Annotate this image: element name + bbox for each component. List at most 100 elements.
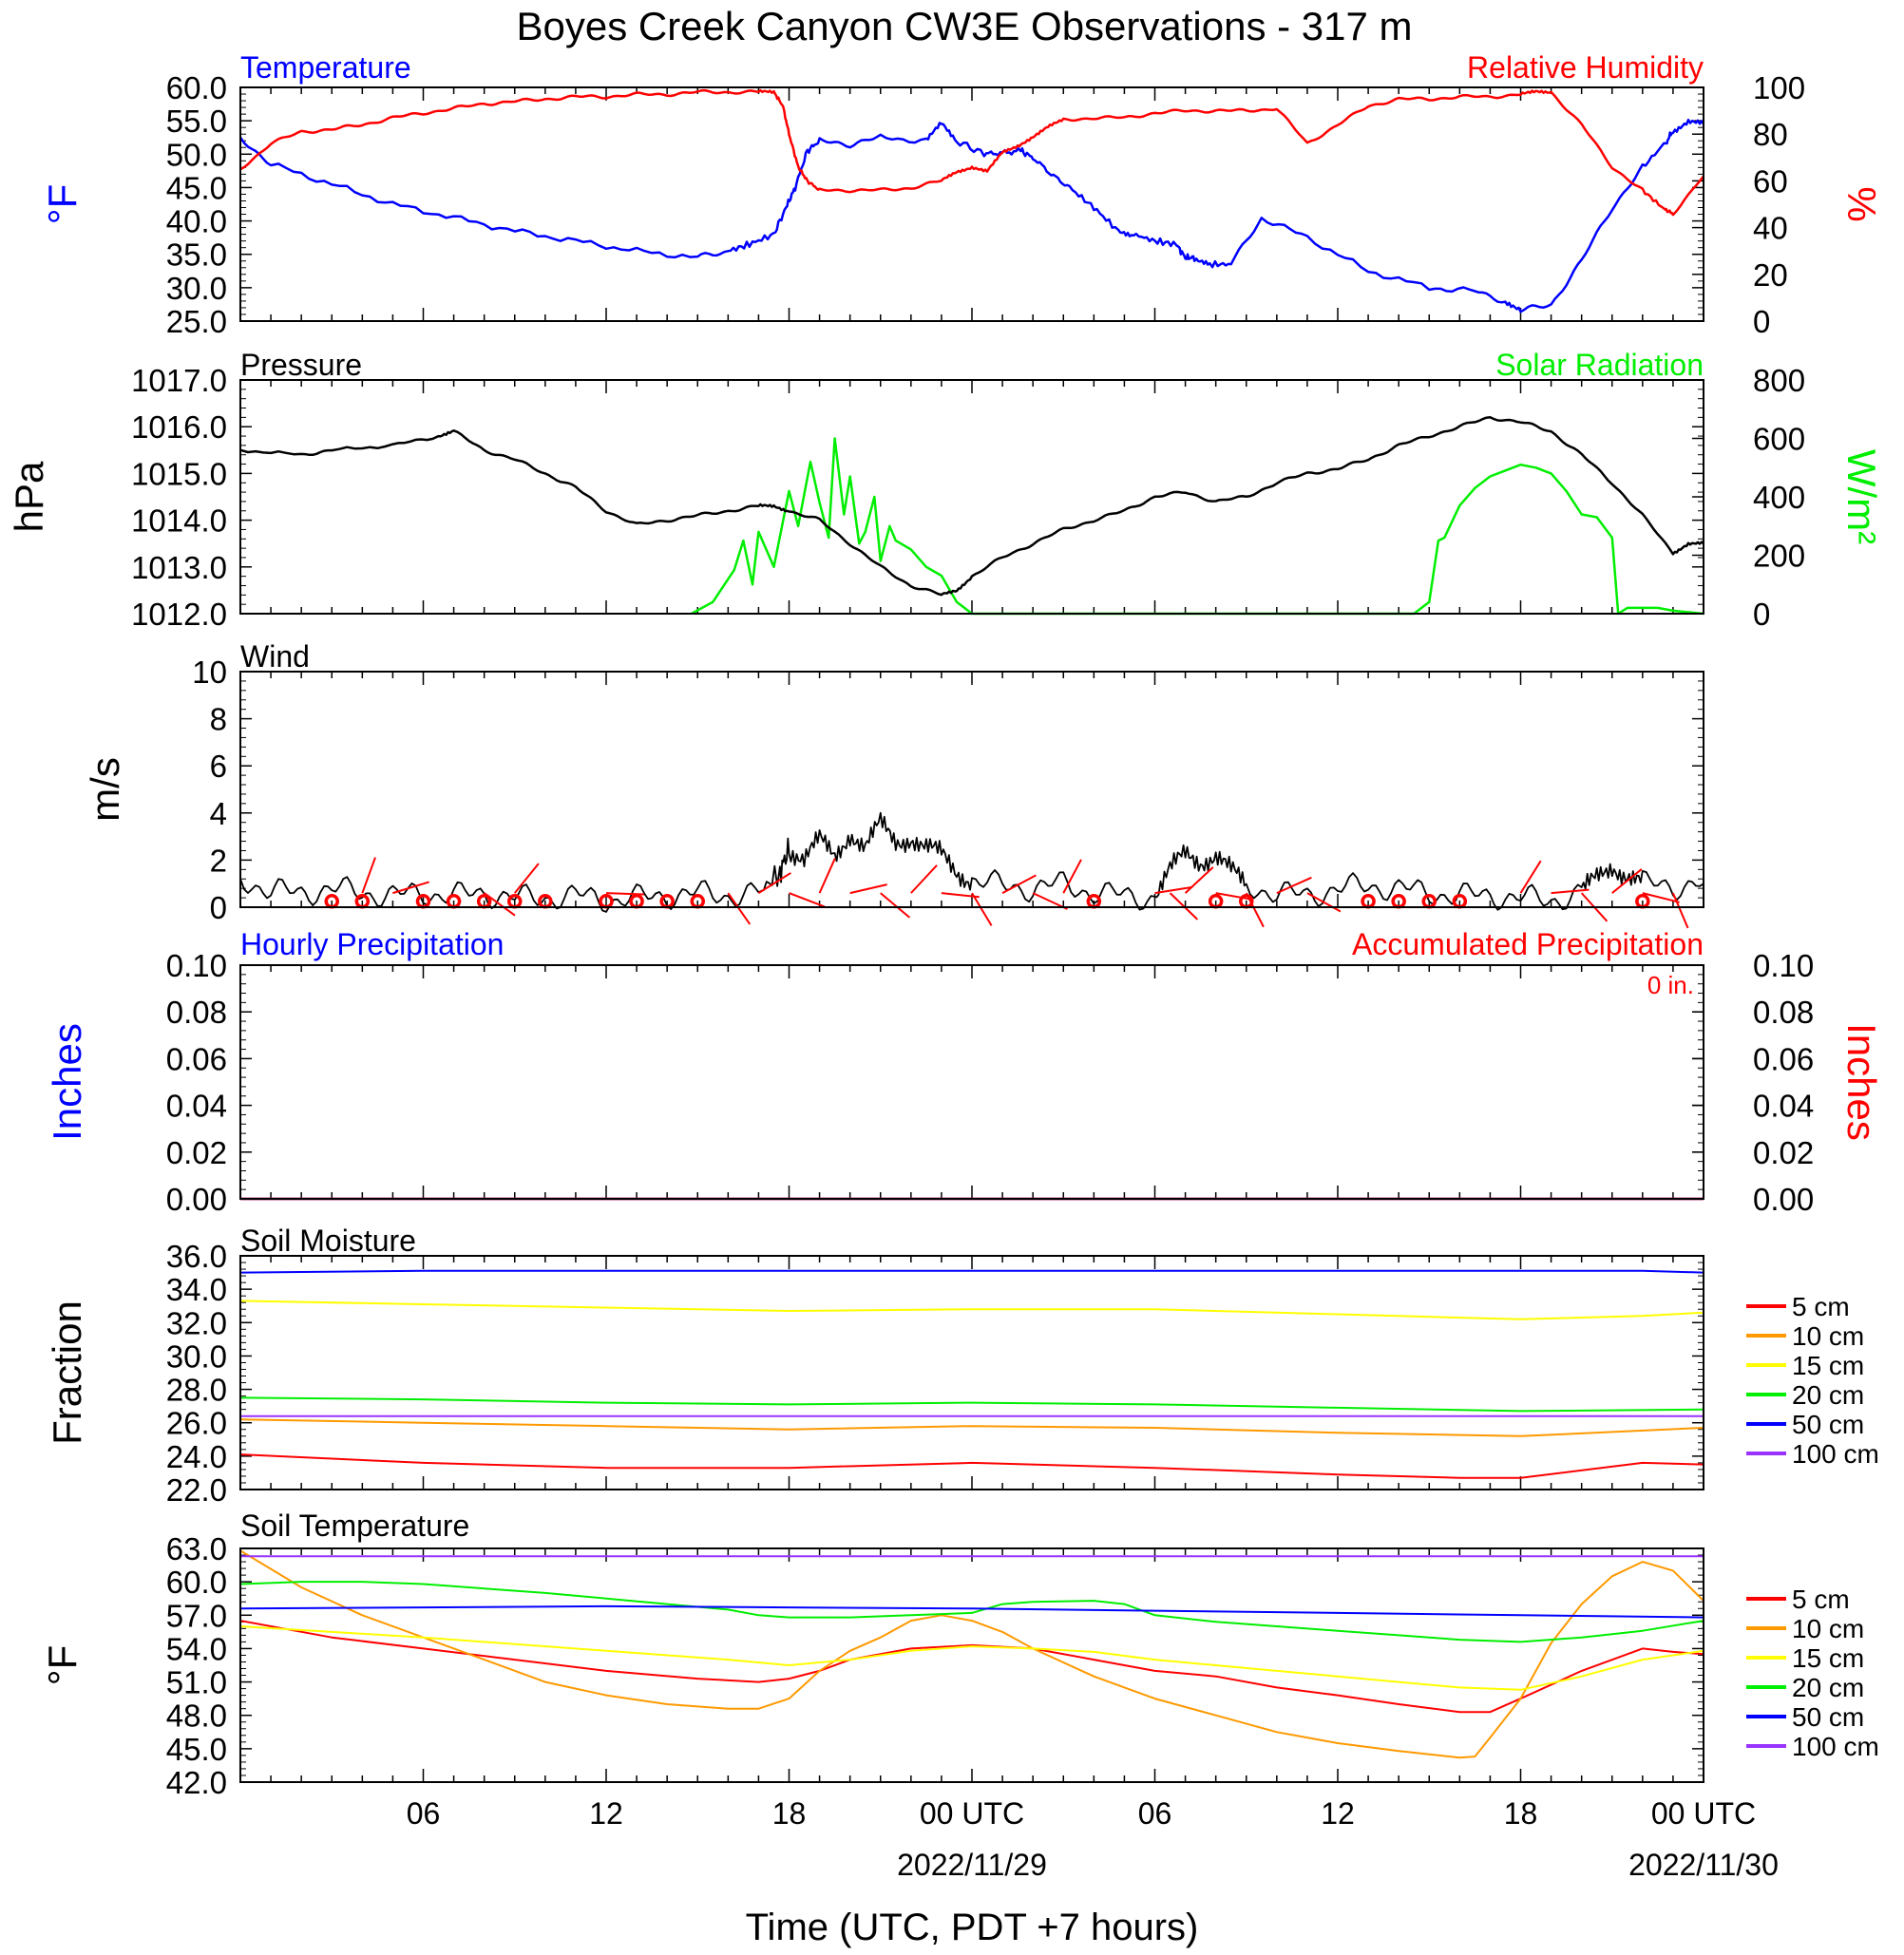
y-tick-label-right: 40 — [1753, 211, 1788, 246]
legend-label: 10 cm — [1792, 1614, 1864, 1643]
y-tick-label: 1017.0 — [131, 363, 227, 398]
wind-barb — [818, 858, 836, 894]
y-tick-label: 1013.0 — [131, 550, 227, 585]
x-tick-label: 00 UTC — [920, 1796, 1024, 1831]
wind-barb — [757, 872, 791, 894]
soil-20cm-line — [239, 1396, 1704, 1413]
wind-barb — [1215, 892, 1254, 902]
y-tick-label-right: 0 — [1753, 597, 1770, 632]
x-tick-label: 18 — [1504, 1796, 1538, 1831]
panel-6-yticks-left: 63.060.057.054.051.048.045.042.0 — [166, 1531, 227, 1800]
y-tick-label-right: 80 — [1753, 117, 1788, 152]
wind-barb — [1245, 892, 1265, 928]
panel-3-gridlines-ticks — [239, 671, 1704, 908]
y-tick-label-right: 0 — [1753, 304, 1770, 339]
wind-barb — [1519, 860, 1542, 894]
legend-label: 10 cm — [1792, 1321, 1864, 1351]
y-tick-label: 1012.0 — [131, 597, 227, 632]
panel-5-ylabel: Fraction — [45, 1300, 89, 1445]
panel-3-yticks-left: 10 8 6 4 2 0 — [192, 655, 227, 925]
panel-soil-temperature: Soil Temperature °F 63.060.057.054.051.0… — [40, 1509, 1879, 1800]
y-tick-label: 1016.0 — [131, 409, 227, 445]
wind-barb — [727, 892, 752, 925]
y-tick-label: 0.06 — [166, 1041, 227, 1076]
wind-barb — [880, 892, 911, 919]
panel-4-ylabel-left: Inches — [45, 1023, 89, 1141]
y-tick-label: 36.0 — [166, 1239, 227, 1274]
soil-50cm-line — [239, 1604, 1704, 1619]
y-tick-label: 40.0 — [166, 204, 227, 239]
panel-temperature-humidity: Temperature Relative Humidity °F % 60.05… — [40, 50, 1884, 339]
soil-5cm-line — [239, 1620, 1704, 1714]
legend-label: 100 cm — [1792, 1439, 1879, 1469]
wind-barb — [1306, 892, 1342, 913]
y-tick-label: 42.0 — [166, 1765, 227, 1800]
y-tick-label: 0.10 — [166, 948, 227, 983]
y-tick-label: 30.0 — [166, 271, 227, 306]
panel-precipitation: Hourly Precipitation Accumulated Precipi… — [45, 927, 1884, 1217]
panel-6-series — [239, 1549, 1704, 1759]
y-tick-label: 30.0 — [166, 1338, 227, 1374]
y-tick-label-right: 600 — [1753, 422, 1805, 457]
panel-2-title-left: Pressure — [240, 348, 362, 382]
legend-label: 15 cm — [1792, 1643, 1864, 1673]
legend-label: 5 cm — [1792, 1585, 1850, 1614]
legend-label: 5 cm — [1792, 1292, 1850, 1321]
x-axis-label: Time (UTC, PDT +7 hours) — [746, 1907, 1199, 1948]
legend-label: 20 cm — [1792, 1673, 1864, 1702]
y-tick-label: 55.0 — [166, 104, 227, 139]
panel-6-ylabel: °F — [40, 1645, 85, 1685]
panel-wind: Wind m/s 10 8 6 4 2 0 — [83, 639, 1704, 929]
y-tick-label: 0.04 — [166, 1089, 227, 1124]
panel-1-title-left: Temperature — [240, 50, 411, 85]
x-tick-label: 06 — [407, 1796, 441, 1831]
panel-2-yticks-left: 1017.0 1016.0 1015.0 1014.0 1013.0 1012.0 — [131, 363, 227, 632]
x-tick-label: 12 — [1321, 1796, 1355, 1831]
y-tick-label: 50.0 — [166, 137, 227, 172]
y-tick-label-right: 20 — [1753, 257, 1788, 293]
panel-3-frame — [239, 671, 1704, 908]
legend-label: 100 cm — [1792, 1732, 1879, 1761]
y-tick-label: 24.0 — [166, 1439, 227, 1474]
panel-6-frame — [239, 1547, 1704, 1783]
y-tick-label: 1015.0 — [131, 456, 227, 491]
y-tick-label: 4 — [210, 796, 227, 831]
wind-barb — [513, 863, 540, 894]
panel-5-gridlines-ticks — [239, 1255, 1704, 1490]
y-tick-label: 28.0 — [166, 1373, 227, 1408]
panel-2-series — [239, 415, 1704, 616]
y-tick-label: 0 — [210, 890, 227, 925]
panel-2-title-right: Solar Radiation — [1495, 348, 1704, 382]
panel-4-frame — [239, 964, 1704, 1200]
wind-barb — [1611, 868, 1643, 894]
x-tick-label: 06 — [1138, 1796, 1172, 1831]
y-tick-label: 22.0 — [166, 1472, 227, 1508]
panel-5-yticks-left: 36.034.032.030.028.026.024.022.0 — [166, 1239, 227, 1508]
y-tick-label-right: 0.06 — [1753, 1041, 1814, 1076]
panel-4-title-left: Hourly Precipitation — [240, 927, 504, 961]
y-tick-label-right: 400 — [1753, 480, 1805, 515]
y-tick-label-right: 0.04 — [1753, 1089, 1814, 1124]
panel-1-yticks-left: 60.055.050.045.040.035.030.025.0 — [166, 70, 227, 339]
solar-radiation-series-line — [691, 437, 1704, 616]
wind-barb — [1551, 888, 1590, 895]
y-tick-label-right: 0.08 — [1753, 995, 1814, 1030]
x-tick-label: 18 — [772, 1796, 807, 1831]
relative-humidity-series-line — [239, 88, 1704, 217]
panel-6-gridlines-ticks — [239, 1547, 1704, 1783]
y-tick-label-right: 200 — [1753, 539, 1805, 574]
wind-barb — [484, 892, 516, 917]
panel-pressure-solar: Pressure Solar Radiation hPa W/m² 1017.0… — [7, 348, 1884, 632]
pressure-series-line — [239, 415, 1704, 597]
y-tick-label: 45.0 — [166, 170, 227, 205]
wind-barb — [1001, 874, 1037, 895]
wind-speed-series-line — [239, 811, 1704, 913]
panel-1-frame — [239, 86, 1704, 322]
x-axis-date-1: 2022/11/29 — [897, 1848, 1047, 1882]
wind-barb — [1276, 876, 1312, 895]
y-tick-label: 34.0 — [166, 1272, 227, 1307]
wind-barb — [971, 892, 993, 926]
temperature-series-line — [238, 118, 1705, 313]
y-tick-label: 10 — [192, 655, 227, 690]
